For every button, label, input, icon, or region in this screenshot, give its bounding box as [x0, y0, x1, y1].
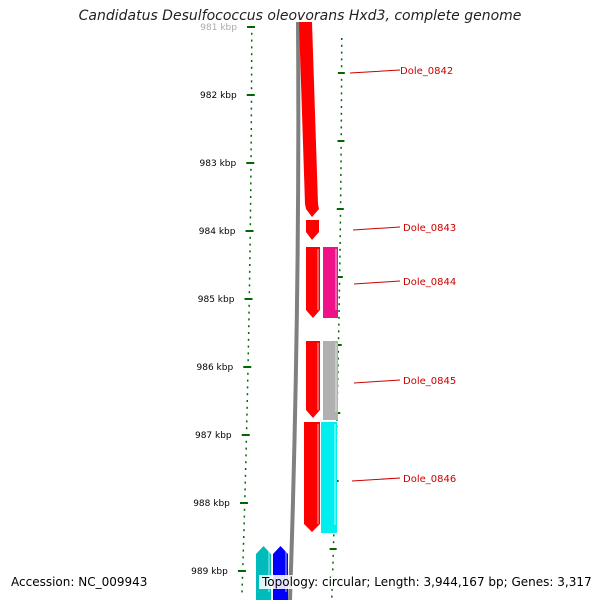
gene-label-leader: [349, 69, 401, 74]
gene-highlight: [317, 343, 319, 410]
kbp-label-981: 981 kbp: [200, 23, 237, 33]
kbp-label-982: 982 kbp: [200, 91, 237, 101]
accession-label: Accession: NC_009943: [9, 575, 150, 589]
gene-body: [321, 422, 337, 533]
gene-body: [306, 341, 320, 418]
gene-highlight: [317, 249, 319, 310]
kbp-label-986: 986 kbp: [197, 363, 234, 373]
gene-dole-0844: [323, 247, 338, 318]
gene-dole-0845: [323, 341, 338, 420]
genome-backbone: [288, 21, 301, 601]
gene-red-2: [306, 341, 320, 418]
gene-label-846: Dole_0846: [403, 474, 456, 485]
gene-dole-0842: [299, 22, 319, 217]
page-title: Candidatus Desulfococcus oleovorans Hxd3…: [78, 8, 522, 24]
backbone-line: [288, 21, 301, 601]
gene-label-845: Dole_0845: [403, 376, 456, 387]
gene-blue: [273, 546, 288, 600]
gene-highlight: [334, 424, 336, 525]
gene-highlight: [317, 424, 319, 524]
kbp-label-988: 988 kbp: [193, 499, 230, 509]
feature-track: [256, 22, 338, 600]
gene-label-leader: [351, 477, 401, 482]
gene-body: [323, 247, 338, 318]
kbp-label-983: 983 kbp: [200, 159, 237, 169]
gene-label-842: Dole_0842: [400, 66, 453, 77]
gene-highlight: [285, 548, 287, 592]
gene-body: [306, 247, 320, 318]
gene-label-leader: [353, 280, 401, 285]
kbp-label-989: 989 kbp: [191, 567, 228, 577]
gene-dole-0846: [321, 422, 337, 533]
gene-labels: Dole_0842 Dole_0843 Dole_0844 Dole_0845 Dole…: [349, 66, 456, 485]
gene-red-3: [304, 422, 320, 532]
gene-label-leader: [353, 379, 401, 384]
gene-highlight: [335, 249, 337, 310]
gene-highlight: [335, 343, 337, 412]
left-tick-track: [237, 26, 255, 593]
gene-body: [304, 422, 320, 532]
gene-label-843: Dole_0843: [403, 223, 456, 234]
gene-teal: [256, 546, 271, 600]
gene-label-844: Dole_0844: [403, 277, 456, 288]
gene-dole-0843: [306, 220, 319, 240]
kbp-label-985: 985 kbp: [198, 295, 235, 305]
gene-body: [323, 341, 338, 420]
kbp-scale-labels: 981 kbp 982 kbp 983 kbp 984 kbp 985 kbp 986 k…: [191, 23, 237, 577]
kbp-label-984: 984 kbp: [199, 227, 236, 237]
gene-label-leader: [352, 226, 401, 231]
genome-stats-label: Topology: circular; Length: 3,944,167 bp…: [259, 575, 595, 589]
kbp-label-987: 987 kbp: [195, 431, 232, 441]
gene-red-1: [306, 247, 320, 318]
gene-highlight: [268, 548, 270, 592]
